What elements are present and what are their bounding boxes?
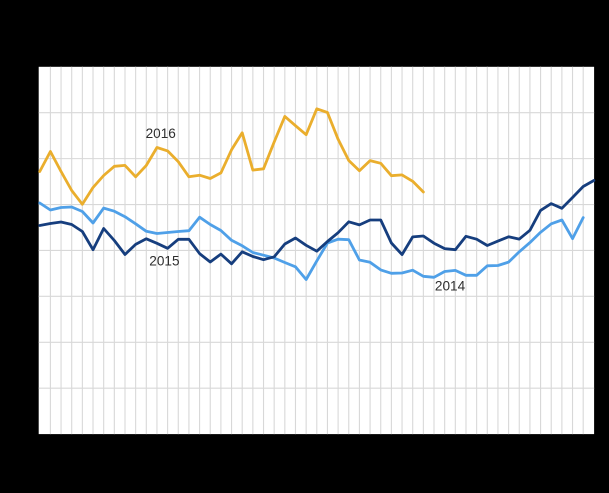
svg-text:2015: 2015 [149,254,179,269]
svg-text:2014: 2014 [435,278,466,293]
svg-text:2016: 2016 [146,126,176,141]
